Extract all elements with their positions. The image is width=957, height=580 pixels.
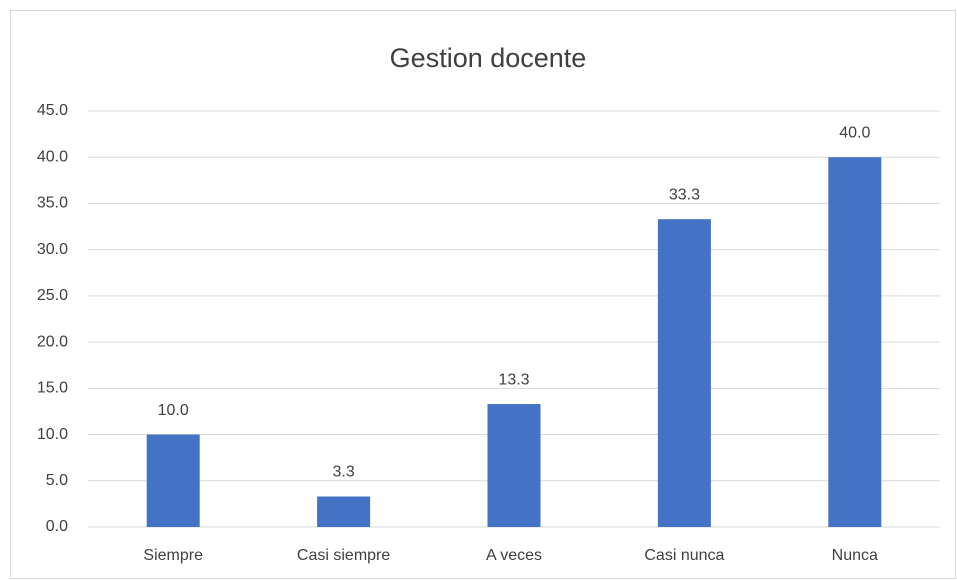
- y-tick-label: 15.0: [37, 380, 68, 397]
- bar: [317, 496, 371, 527]
- y-tick-label: 30.0: [37, 241, 68, 258]
- x-tick-label: Casi siempre: [297, 547, 390, 564]
- y-tick-label: 35.0: [37, 195, 68, 212]
- bar: [146, 434, 200, 527]
- data-label: 40.0: [839, 124, 870, 141]
- y-tick-label: 45.0: [37, 102, 68, 119]
- chart-title: Gestion docente: [390, 43, 587, 73]
- x-tick-label: Casi nunca: [644, 547, 724, 564]
- y-tick-label: 20.0: [37, 333, 68, 350]
- bar: [828, 157, 882, 527]
- y-tick-label: 40.0: [37, 148, 68, 165]
- y-tick-label: 0.0: [46, 518, 68, 535]
- data-label: 10.0: [158, 402, 189, 419]
- bar: [487, 404, 541, 527]
- y-tick-label: 5.0: [46, 472, 68, 489]
- data-label: 13.3: [498, 371, 529, 388]
- bar: [657, 219, 711, 527]
- y-tick-label: 10.0: [37, 426, 68, 443]
- data-label: 3.3: [332, 464, 354, 481]
- data-label: 33.3: [669, 186, 700, 203]
- y-tick-label: 25.0: [37, 287, 68, 304]
- x-tick-label: A veces: [486, 547, 542, 564]
- x-tick-label: Nunca: [832, 547, 878, 564]
- x-tick-label: Siempre: [143, 547, 203, 564]
